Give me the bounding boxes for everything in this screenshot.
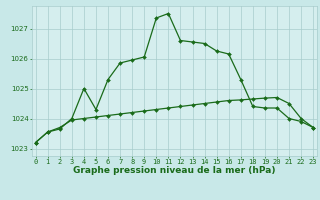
- X-axis label: Graphe pression niveau de la mer (hPa): Graphe pression niveau de la mer (hPa): [73, 166, 276, 175]
